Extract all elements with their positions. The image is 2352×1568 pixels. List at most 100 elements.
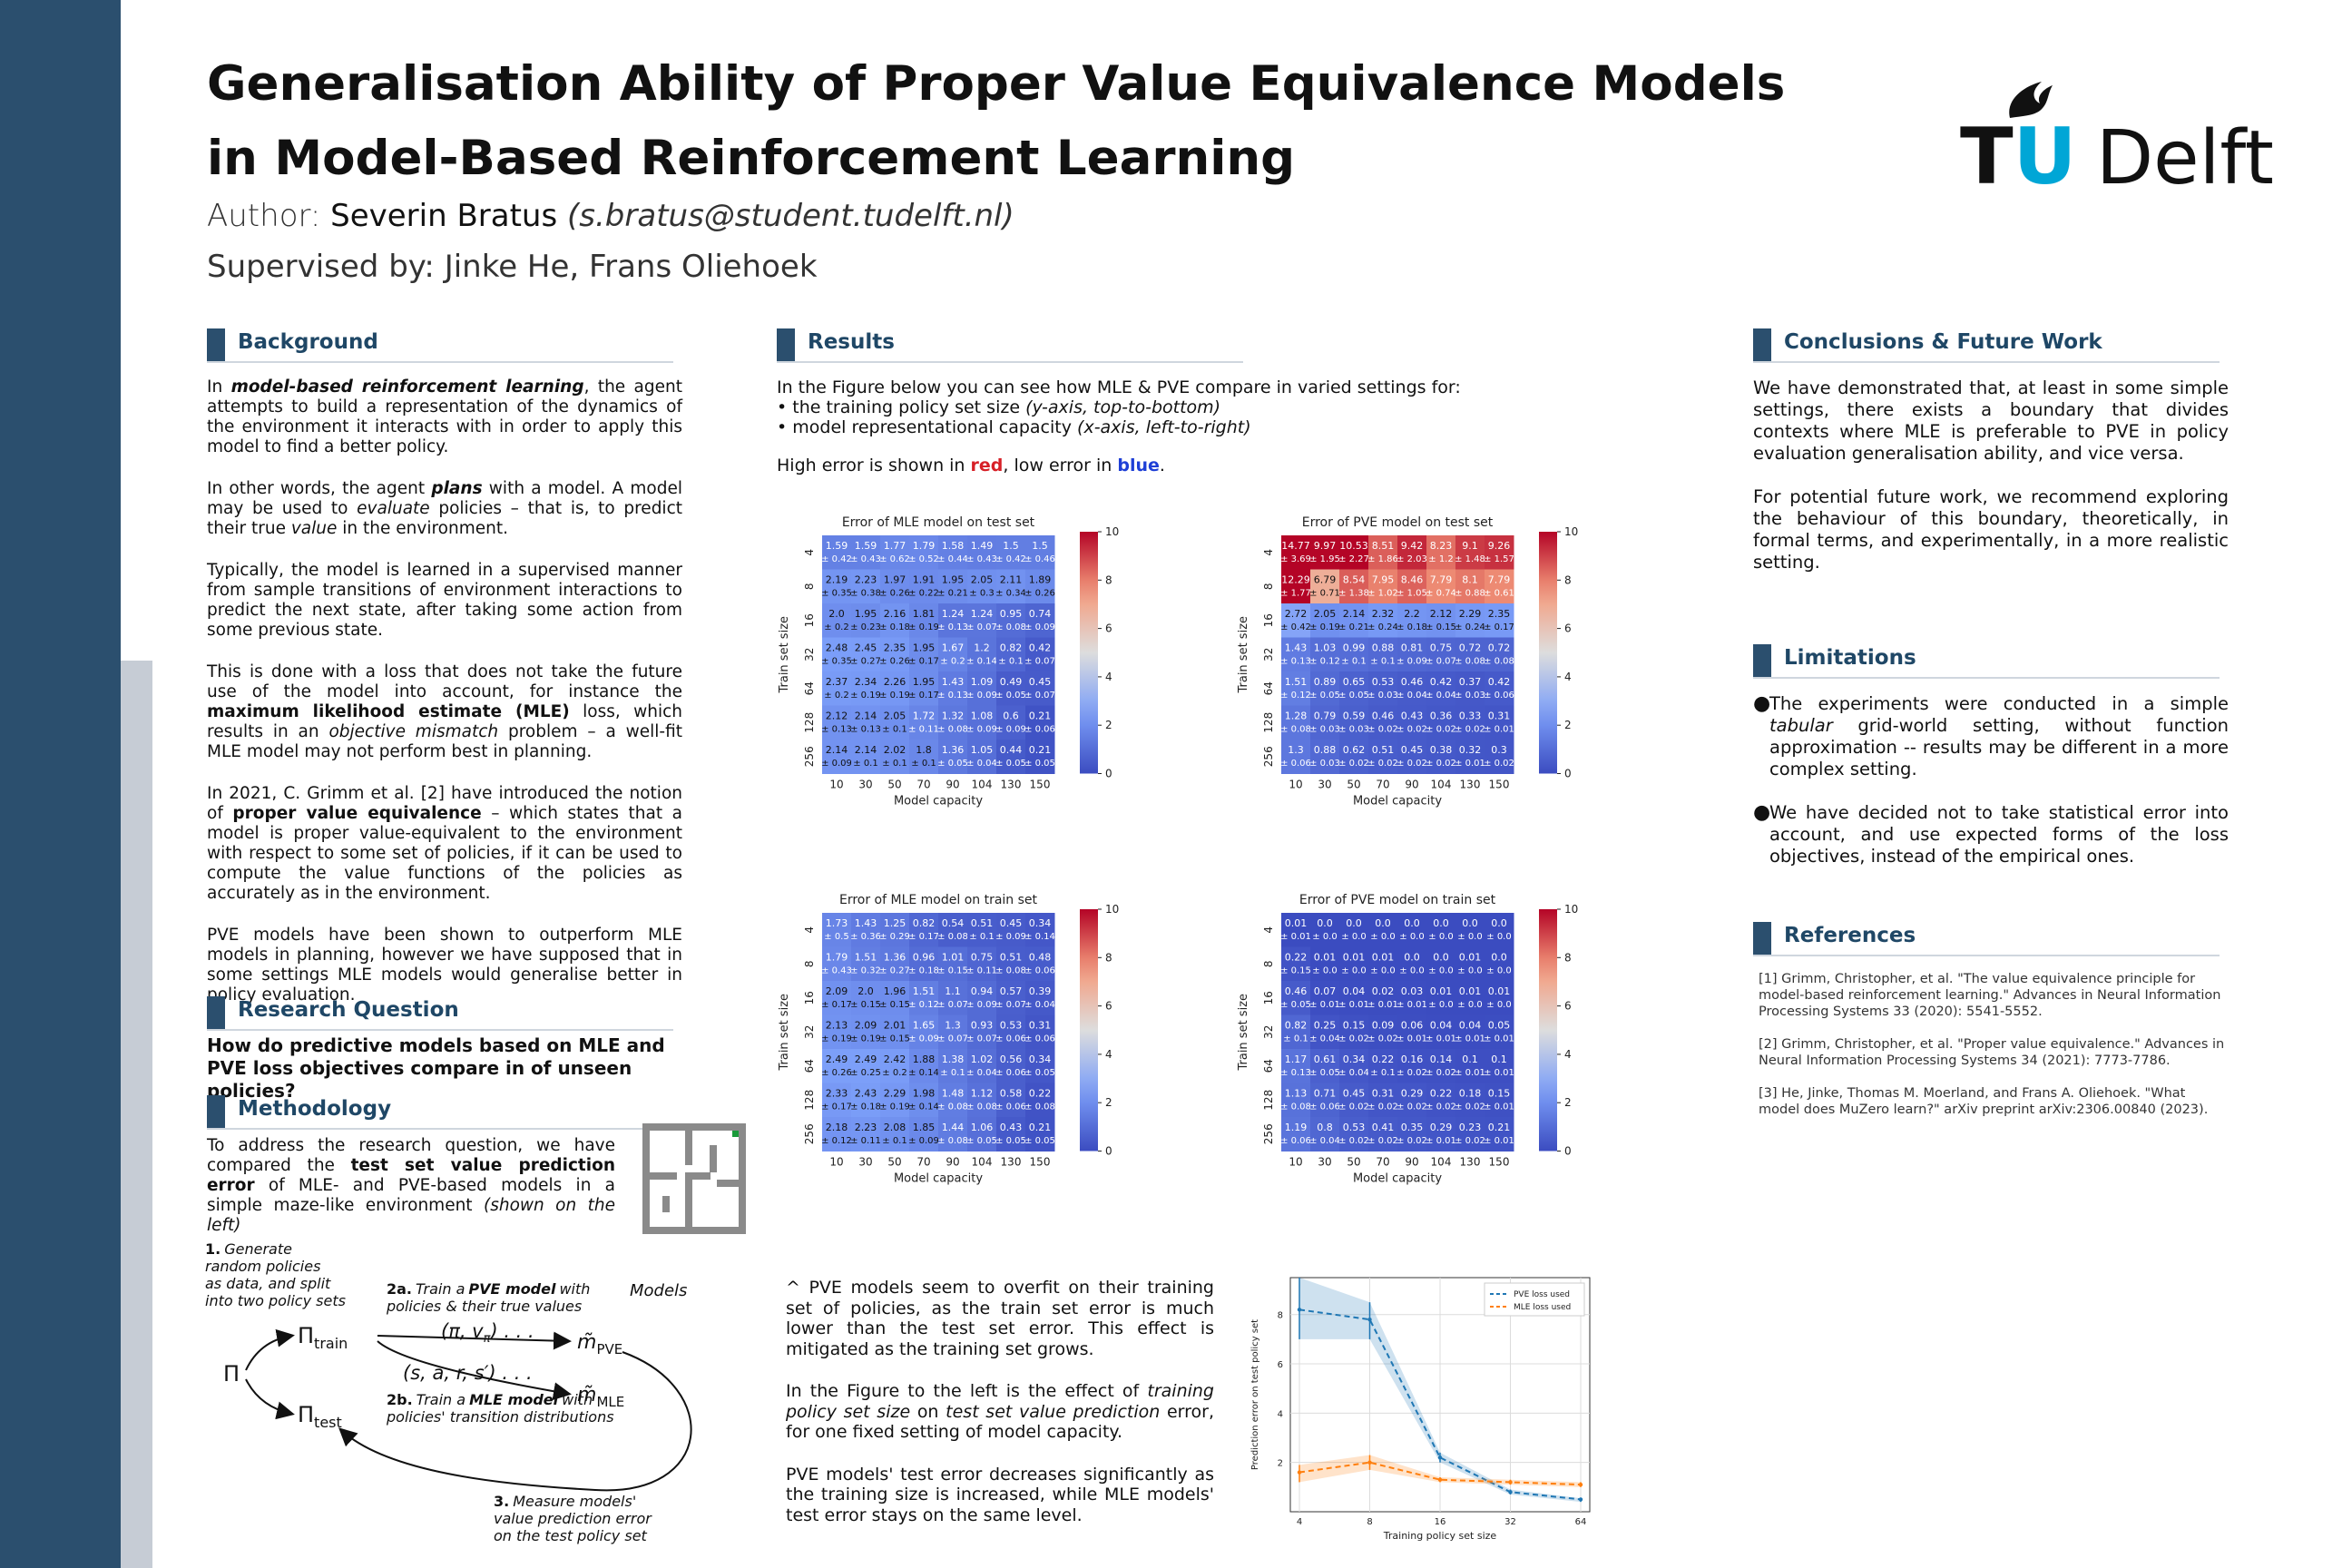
heatmap-cell [1397,1014,1427,1050]
heatmap-cell-value: 0.38 [1430,744,1453,756]
heatmap-cell-value: 0.71 [1314,1088,1337,1100]
y-tick-label: 16 [803,991,816,1004]
heatmap-cell-std: ± 0.02 [1396,1102,1427,1112]
mle-tuple: (s, a, r, s′) . . . [403,1362,533,1384]
heatmap-cell [1025,913,1055,947]
heatmap-cell [909,603,939,638]
heatmap-cell-std: ± 0.01 [1484,1102,1514,1112]
heatmap-cell [880,946,910,982]
heatmap-cell-value: 1.51 [855,952,877,964]
heatmap-cell [1426,637,1456,672]
heatmap-cell-std: ± 1.77 [1280,589,1311,599]
heatmap-cell [1397,637,1427,672]
heatmap-cell [1025,603,1055,638]
conclusions-heading: Conclusions & Future Work [1753,327,2220,363]
heatmap-cell [822,671,852,706]
heatmap-cell-value: 1.32 [942,710,965,722]
heatmap-cell-std: ± 0.05 [995,759,1026,769]
x-axis-label: Model capacity [894,1172,983,1186]
svg-text:value prediction error: value prediction error [494,1510,652,1527]
heatmap-cell [967,740,997,774]
heatmap-cell-value: 0.57 [1000,985,1023,997]
heatmap-cell-std: ± 0.15 [937,966,968,976]
heading-marker [1753,328,1771,361]
x-tick-label: 104 [972,1156,993,1169]
heatmap-cell-std: ± 0.05 [1024,1068,1055,1078]
heatmap-cell-value: 1.38 [942,1054,965,1065]
heatmap-cell [996,603,1026,638]
svg-text:policies & their true values: policies & their true values [386,1298,582,1315]
colorbar [1539,532,1557,774]
heatmap-cell-value: 0.61 [1314,1054,1337,1065]
heatmap-cell [909,535,939,570]
heatmap-cell-value: 1.73 [826,917,848,929]
heatmap-cell-std: ± 0.03 [1338,725,1369,735]
heatmap-cell-std: ± 0.15 [1280,966,1311,976]
heatmap-cell-std: ± 0.09 [995,932,1026,942]
heatmap-cell-value: 9.26 [1488,540,1511,552]
heatmap-cell [1397,1117,1427,1152]
heatmap-cell-value: 1.95 [913,676,936,688]
y-tick-label: 256 [1262,746,1275,767]
heatmap-cell-std: ± 0.0 [1428,932,1453,942]
heatmap-cell-value: 0.82 [1000,642,1023,654]
series-point [1437,1477,1443,1482]
heatmap-cell-value: 0.41 [1372,1122,1395,1133]
heatmap-cell-std: ± 0.11 [850,1136,881,1146]
heatmap-cell-std: ± 0.01 [1309,1000,1340,1010]
x-tick-label: 50 [1347,779,1360,791]
heatmap-cell-value: 1.01 [942,952,965,964]
heatmap-cell [967,1083,997,1118]
heatmap-cell-value: 0.21 [1488,1122,1511,1133]
heatmap-cell-std: ± 0.23 [850,622,881,632]
heatmap-cell-std: ± 0.15 [879,1034,910,1044]
heatmap-cell-std: ± 0.17 [821,1102,852,1112]
heatmap-cell-std: ± 0.04 [1338,1068,1369,1078]
results-intro-line: In the Figure below you can see how MLE … [777,377,1461,397]
heatmap-cell-std: ± 0.07 [966,1034,997,1044]
heatmap-cell [1368,705,1398,740]
heatmap-cell-value: 1.79 [826,952,848,964]
heatmap-cell-value: 2.0 [858,985,874,997]
colorbar-tick-label: 6 [1105,1000,1112,1013]
x-tick-label: 64 [1575,1517,1587,1527]
heatmap-cell-value: 1.17 [1285,1054,1308,1065]
heatmap-cell-std: ± 0.03 [1455,691,1485,701]
y-axis-label: Train set size [1237,616,1250,694]
colorbar-tick-label: 2 [1105,1096,1112,1109]
heatmap-cell-value: 9.97 [1314,540,1337,552]
heatmap-cell [1368,637,1398,672]
heatmap-cell [996,535,1026,570]
heatmap-cell-value: 2.2 [1404,608,1420,620]
heatmap-cell-std: ± 0.02 [1455,1136,1485,1146]
heatmap-cell-std: ± 0.3 [969,589,994,599]
heatmap-cell [938,705,968,740]
heatmap-cell [938,1117,968,1152]
heatmap-cell-std: ± 0.13 [937,622,968,632]
heatmap-cell [1310,1014,1340,1050]
heatmap-cell [967,913,997,947]
heatmap-cell [880,1083,910,1118]
heatmap-cell [1397,671,1427,706]
heatmap-cell-value: 2.14 [1343,608,1366,620]
heatmap-cell [1310,1117,1340,1152]
svg-text:random policies: random policies [205,1258,320,1275]
heatmap-cell-value: 0.0 [1433,952,1449,964]
svg-text:into two policy sets: into two policy sets [205,1292,346,1309]
heatmap-cell-value: 0.01 [1343,952,1366,964]
colorbar-tick-label: 2 [1105,719,1112,731]
heatmap-cell-std: ± 1.95 [1309,554,1340,564]
heatmap-cell-value: 1.8 [916,744,932,756]
y-tick-label: 4 [1262,926,1275,934]
heatmap-cell [1339,740,1369,774]
heading-marker [207,996,225,1029]
heatmap-cell [851,1117,881,1152]
heatmap-cell-std: ± 0.09 [908,1136,939,1146]
heatmap-cell [1455,705,1485,740]
heatmap-cell-std: ± 0.43 [966,554,997,564]
y-tick-label: 64 [1262,681,1275,695]
colorbar-tick-label: 0 [1564,768,1572,780]
step-2a-label: 2a. Train a PVE model with [387,1280,590,1298]
heatmap-cell [938,637,968,672]
heatmap-cell-std: ± 2.27 [1338,554,1369,564]
